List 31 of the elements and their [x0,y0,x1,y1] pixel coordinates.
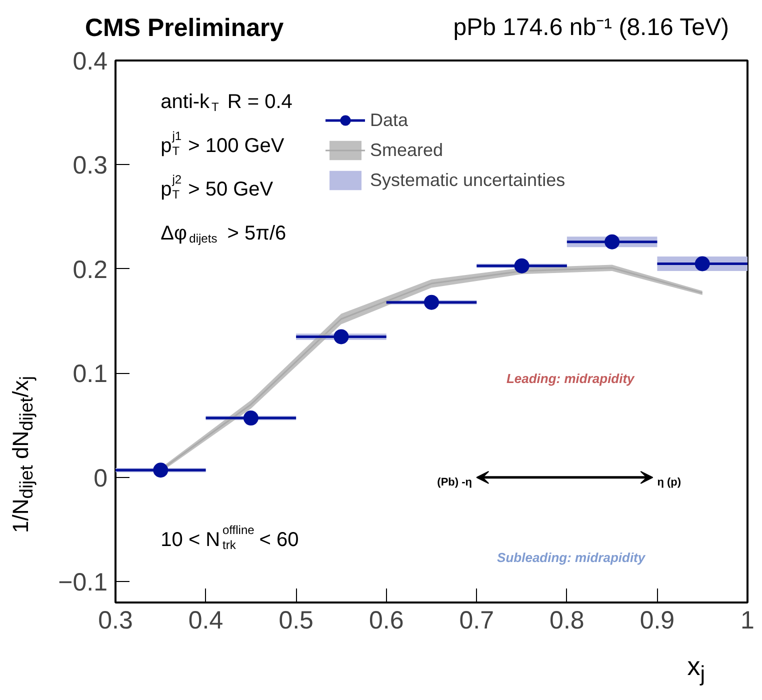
x-tick-label: 1 [740,606,754,634]
x-tick-label: 0.8 [550,606,584,634]
chart-title: CMS Preliminary [85,13,284,44]
point [153,462,168,478]
x-tick-label: 0.3 [98,606,133,634]
legend-label: Smeared [370,140,444,160]
x-axis-title: x$_{j}$ [687,650,705,688]
point [514,258,530,274]
annotation: (Pb) -η [437,476,472,489]
chart-subtitle: pPb 174.6 nb⁻¹ (8.16 TeV) [453,13,729,43]
y-tick-label: 0.4 [72,48,108,76]
point [334,329,349,344]
y-tick-label: 0.3 [72,152,108,180]
point [604,234,620,250]
x-tick-label: 0.9 [640,606,675,634]
point [243,410,258,426]
point [694,256,710,272]
annotation: η (p) [657,476,682,489]
x-tick-label: 0.4 [188,606,224,634]
y-tick-label: 0.1 [72,360,108,388]
x-tick-label: 0.6 [368,606,404,634]
point [424,294,439,310]
annotation: Subleading: midrapidity [497,550,646,566]
legend-label: Data [370,110,408,130]
y-tick-label: −0.1 [58,568,108,597]
x-tick-label: 0.5 [278,606,314,634]
legend-label: Systematic uncertainties [370,170,566,190]
y-tick-label: 0 [94,464,108,492]
y-tick-label: 0.2 [72,256,108,284]
x-tick-label: 0.7 [459,606,494,634]
annotation: Leading: midrapidity [506,370,636,386]
